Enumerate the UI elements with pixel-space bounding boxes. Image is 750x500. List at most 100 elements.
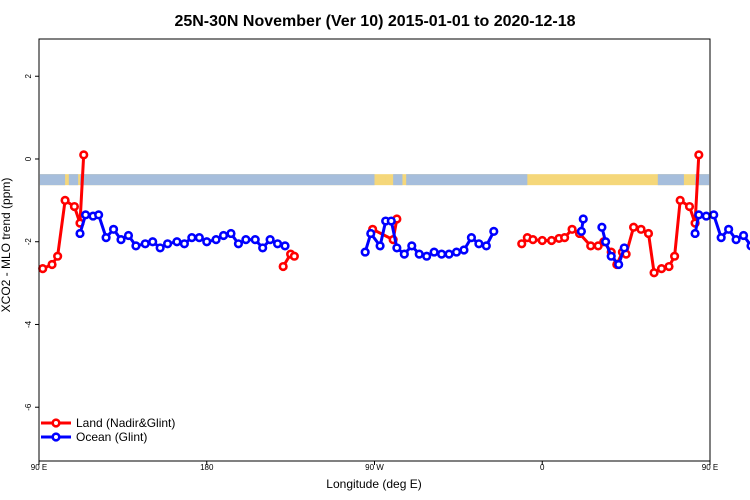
- data-point: [567, 224, 577, 234]
- ocean-series: [75, 210, 750, 270]
- x-tick-label: 90 W: [365, 463, 384, 472]
- data-point: [75, 228, 85, 239]
- data-point: [459, 245, 469, 255]
- data-point: [578, 214, 588, 224]
- data-point: [80, 210, 91, 220]
- data-point: [643, 228, 654, 239]
- data-point: [694, 150, 704, 160]
- data-point: [226, 228, 236, 239]
- data-point: [116, 235, 126, 245]
- data-point: [746, 241, 750, 251]
- data-point: [619, 243, 629, 253]
- data-point: [202, 237, 212, 247]
- data-point: [614, 259, 624, 270]
- data-point: [560, 232, 570, 243]
- data-point: [250, 235, 260, 245]
- ocean-band-segment: [39, 174, 66, 186]
- data-point: [101, 232, 111, 243]
- legend-label: Land (Nadir&Glint): [76, 416, 175, 430]
- data-point: [94, 210, 104, 220]
- data-point: [586, 241, 596, 251]
- ocean-band-segment: [68, 174, 79, 186]
- land-ocean-band: [39, 174, 710, 186]
- data-point: [709, 210, 719, 220]
- x-axis: 90 E 180 90 W 0 90 E: [31, 461, 718, 472]
- data-point: [664, 261, 674, 272]
- data-point: [437, 249, 447, 259]
- ocean-band-segment: [406, 174, 528, 186]
- data-point: [131, 241, 141, 251]
- data-point: [451, 247, 462, 257]
- data-point: [172, 237, 182, 247]
- data-point: [407, 241, 417, 251]
- series-layer: [38, 150, 750, 278]
- data-point: [537, 235, 547, 246]
- series-line: [42, 154, 86, 270]
- data-point: [386, 216, 396, 226]
- legend-marker: [51, 418, 61, 428]
- y-tick-label: -2: [24, 238, 33, 246]
- land-series: [38, 150, 704, 278]
- data-point: [366, 228, 376, 239]
- x-tick-label: 180: [200, 463, 214, 472]
- data-point: [375, 241, 385, 251]
- data-point: [414, 249, 424, 259]
- data-point: [422, 251, 432, 261]
- data-point: [233, 239, 244, 249]
- data-point: [528, 235, 538, 245]
- data-point: [38, 264, 48, 274]
- y-axis: 2 0 -2 -4 -6: [24, 73, 39, 411]
- data-point: [466, 232, 477, 243]
- data-point: [60, 195, 70, 205]
- land-band-island: [385, 176, 388, 184]
- y-tick-label: 2: [24, 73, 33, 78]
- data-point: [606, 251, 616, 261]
- data-point: [576, 226, 586, 236]
- data-point: [140, 239, 150, 249]
- ocean-band-segment: [393, 174, 403, 186]
- data-point: [241, 235, 251, 245]
- chart-title: 25N-30N November (Ver 10) 2015-01-01 to …: [174, 13, 575, 30]
- data-point: [187, 232, 197, 243]
- data-point: [684, 201, 695, 212]
- data-point: [211, 235, 221, 245]
- data-point: [429, 247, 439, 257]
- data-point: [701, 211, 711, 221]
- data-point: [123, 230, 134, 241]
- data-point: [656, 264, 667, 274]
- data-point: [481, 241, 491, 251]
- data-point: [593, 241, 603, 251]
- ocean-band-segment: [80, 174, 375, 186]
- data-point: [517, 239, 527, 249]
- data-point: [636, 224, 646, 234]
- land-band-island: [588, 176, 591, 184]
- legend: Land (Nadir&Glint)Ocean (Glint): [41, 416, 175, 444]
- data-point: [597, 222, 607, 232]
- data-point: [280, 241, 290, 251]
- data-point: [69, 201, 80, 212]
- data-point: [194, 232, 204, 243]
- legend-marker: [51, 432, 61, 442]
- data-point: [155, 243, 165, 253]
- land-band-island: [613, 176, 616, 184]
- data-point: [738, 230, 749, 241]
- data-point: [669, 251, 680, 261]
- legend-label: Ocean (Glint): [76, 430, 147, 444]
- data-point: [694, 210, 704, 220]
- y-axis-label: XCO2 - MLO trend (ppm): [0, 178, 13, 313]
- y-tick-label: -6: [24, 403, 33, 411]
- x-tick-label: 90 E: [31, 463, 47, 472]
- data-point: [53, 251, 63, 261]
- y-tick-label: 0: [24, 156, 33, 161]
- data-point: [289, 251, 299, 261]
- x-axis-label: Longitude (deg E): [326, 477, 421, 491]
- data-point: [148, 237, 158, 247]
- ocean-band-segment: [657, 174, 684, 186]
- y-tick-label: -4: [24, 320, 33, 328]
- data-point: [272, 239, 283, 249]
- data-point: [79, 150, 89, 160]
- data-point: [278, 261, 288, 272]
- data-point: [546, 235, 557, 246]
- data-point: [47, 259, 57, 270]
